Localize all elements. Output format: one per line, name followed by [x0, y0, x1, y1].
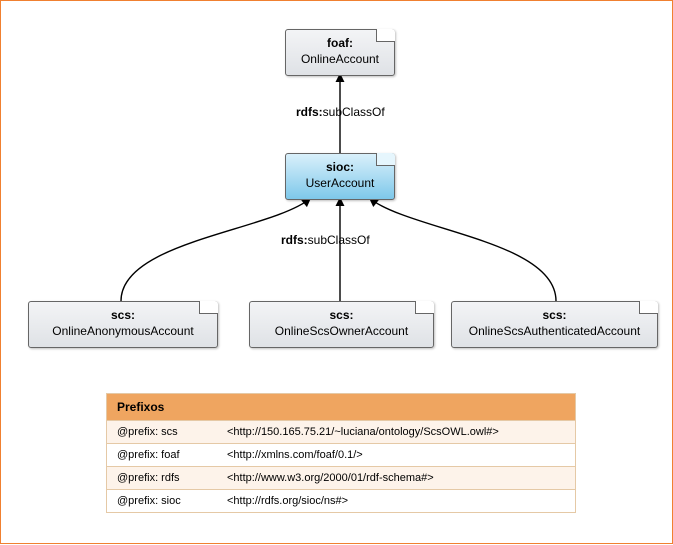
prefix-table: Prefixos @prefix: scs <http://150.165.75… [106, 393, 576, 513]
table-row: @prefix: rdfs <http://www.w3.org/2000/01… [107, 467, 576, 490]
node-prefix: sioc: [292, 160, 388, 176]
edge-label-bottom: rdfs:subClassOf [281, 233, 370, 247]
prefix-key: @prefix: rdfs [107, 467, 218, 490]
node-scs-authenticated: scs: OnlineScsAuthenticatedAccount [451, 301, 658, 348]
node-name: OnlineScsAuthenticatedAccount [458, 324, 651, 340]
prefix-val: <http://rdfs.org/sioc/ns#> [217, 490, 576, 513]
prefix-key: @prefix: sioc [107, 490, 218, 513]
node-prefix: foaf: [292, 36, 388, 52]
node-prefix: scs: [256, 308, 427, 324]
edge-label-top: rdfs:subClassOf [296, 105, 385, 119]
prefix-val: <http://150.165.75.21/~luciana/ontology/… [217, 421, 576, 444]
node-name: OnlineAccount [292, 52, 388, 68]
prefix-key: @prefix: foaf [107, 444, 218, 467]
edge-label-prefix: rdfs: [281, 233, 308, 247]
node-prefix: scs: [458, 308, 651, 324]
edge-label-prefix: rdfs: [296, 105, 323, 119]
node-sioc-useraccount: sioc: UserAccount [285, 153, 395, 200]
node-name: UserAccount [292, 176, 388, 192]
table-row: @prefix: scs <http://150.165.75.21/~luci… [107, 421, 576, 444]
prefix-val: <http://www.w3.org/2000/01/rdf-schema#> [217, 467, 576, 490]
edge-label-name: subClassOf [308, 233, 370, 247]
node-foaf-onlineaccount: foaf: OnlineAccount [285, 29, 395, 76]
table-row: @prefix: foaf <http://xmlns.com/foaf/0.1… [107, 444, 576, 467]
table-row: @prefix: sioc <http://rdfs.org/sioc/ns#> [107, 490, 576, 513]
prefix-key: @prefix: scs [107, 421, 218, 444]
node-prefix: scs: [35, 308, 211, 324]
prefix-table-title: Prefixos [107, 394, 576, 421]
edge-label-name: subClassOf [323, 105, 385, 119]
node-scs-owner: scs: OnlineScsOwnerAccount [249, 301, 434, 348]
prefix-val: <http://xmlns.com/foaf/0.1/> [217, 444, 576, 467]
diagram-canvas: foaf: OnlineAccount sioc: UserAccount sc… [0, 0, 673, 544]
node-scs-anonymous: scs: OnlineAnonymousAccount [28, 301, 218, 348]
node-name: OnlineAnonymousAccount [35, 324, 211, 340]
node-name: OnlineScsOwnerAccount [256, 324, 427, 340]
